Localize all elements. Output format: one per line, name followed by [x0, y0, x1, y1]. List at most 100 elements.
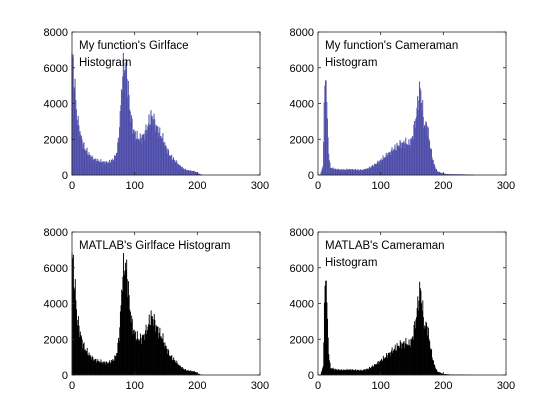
histogram-bar [374, 364, 376, 375]
histogram-bar [387, 353, 389, 375]
histogram-bar [409, 346, 411, 375]
histogram-bar [131, 319, 133, 375]
histogram-bar [74, 289, 76, 375]
histogram-bar [384, 358, 386, 375]
histogram-bar [82, 343, 84, 375]
chart-title-line: MATLAB's Girlface Histogram [79, 240, 231, 252]
histogram-bar [95, 358, 97, 375]
chart-title-line: Histogram [79, 57, 131, 69]
histogram-bar [167, 348, 169, 375]
histogram-bar [399, 340, 401, 375]
histogram-bar [322, 366, 324, 375]
histogram-bar [120, 305, 122, 375]
histogram-bar [344, 370, 345, 375]
histogram-bar [401, 348, 402, 375]
histogram-bar [114, 356, 116, 375]
histogram-bar [430, 349, 432, 375]
histogram-bar [397, 345, 399, 375]
histogram-bar [176, 360, 178, 375]
histogram-bar [100, 359, 102, 375]
histogram-bar [178, 364, 180, 375]
histogram-bar [336, 369, 338, 375]
histogram-bar [410, 338, 412, 375]
histogram-bar [103, 362, 104, 375]
histogram-bar [439, 372, 441, 375]
histogram-bar [152, 319, 154, 375]
histogram-bar [333, 369, 335, 375]
histogram-bar [412, 336, 414, 375]
histogram-bar [437, 371, 439, 375]
histogram-bar [143, 333, 145, 375]
histogram-bar [365, 368, 367, 375]
histogram-bar [116, 353, 118, 375]
histogram-bar [75, 300, 77, 375]
histogram-bar [89, 355, 91, 375]
histogram-bar [364, 369, 365, 375]
histogram-bar [400, 342, 402, 375]
histogram-bar [138, 340, 140, 375]
histogram-bar [74, 279, 76, 375]
histogram-bar [155, 331, 156, 375]
histogram-bar [432, 360, 434, 375]
histogram-bar [139, 341, 141, 375]
histogram-bar [92, 360, 94, 375]
histogram-bar [382, 355, 384, 375]
axes-background [72, 32, 260, 175]
histogram-panel-3: 0 100 200 300 0 2000 4000 6000 8000 MATLAB's Girl… [44, 227, 270, 392]
histogram-bar [98, 361, 99, 375]
histogram-bar [176, 363, 178, 375]
histogram-bar [405, 338, 407, 375]
histogram-bar [366, 369, 368, 375]
histogram-bar [134, 333, 136, 375]
histogram-bars [320, 280, 475, 375]
histogram-bar [347, 370, 349, 375]
histogram-bar [125, 270, 127, 375]
histogram-bar [184, 369, 186, 375]
histogram-bar [341, 369, 343, 375]
histogram-bar [76, 320, 78, 375]
histogram-bar [173, 357, 175, 375]
histogram-bar [149, 325, 151, 375]
histogram-bar [402, 343, 404, 375]
x-tick-label: 300 [497, 180, 515, 192]
histogram-bar [141, 335, 143, 375]
y-tick-label: 6000 [44, 63, 68, 75]
histogram-bar [198, 373, 200, 375]
histogram-bar [382, 360, 384, 375]
histogram-bar [419, 281, 421, 375]
histogram-bar [363, 369, 365, 375]
histogram-bar [144, 339, 146, 375]
histogram-bar [339, 369, 341, 375]
histogram-bar [148, 323, 150, 375]
histogram-bar [148, 314, 150, 375]
histogram-bar [103, 361, 105, 375]
histogram-bar [375, 364, 377, 375]
histogram-bar [414, 328, 416, 375]
histogram-bar [401, 343, 403, 375]
histogram-bar [101, 363, 103, 375]
histogram-bar [197, 373, 199, 375]
histogram-bar [406, 344, 408, 375]
histogram-bar [355, 370, 357, 375]
histogram-bar [156, 326, 158, 375]
histogram-bar [93, 359, 95, 375]
histogram-bar [151, 316, 153, 375]
y-tick-label: 6000 [290, 263, 314, 275]
histogram-bar [127, 297, 129, 375]
histogram-bar [113, 360, 114, 375]
histogram-bar [348, 369, 350, 375]
histogram-bar [115, 356, 117, 375]
histogram-bar [398, 345, 400, 375]
x-tick-label: 0 [315, 380, 321, 392]
histogram-bar [379, 361, 381, 375]
histogram-bar [169, 355, 171, 375]
histogram-bar [96, 362, 98, 375]
histogram-bar [361, 370, 363, 375]
histogram-bar [347, 369, 349, 375]
y-tick-label: 8000 [44, 227, 68, 239]
axes-background [318, 32, 506, 175]
histogram-bar [376, 364, 378, 375]
x-tick-label: 100 [371, 180, 389, 192]
histogram-bar [170, 356, 171, 375]
